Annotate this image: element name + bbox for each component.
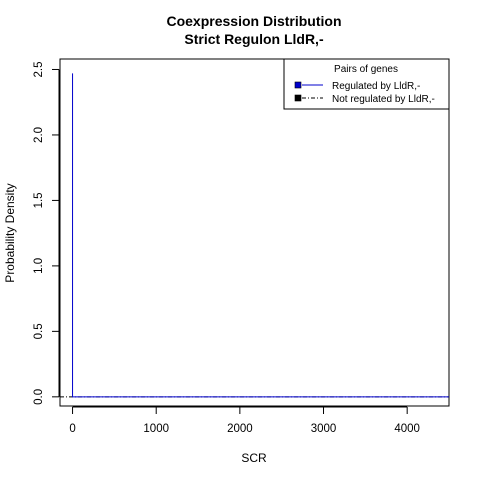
y-tick-label: 2.5 xyxy=(33,61,45,77)
x-tick-label: 0 xyxy=(69,423,75,435)
y-axis: 0.0 0.5 1.0 1.5 2.0 2.5 xyxy=(33,61,60,405)
legend-swatch-regulated xyxy=(294,81,302,89)
y-tick-label: 1.5 xyxy=(33,192,45,208)
chart-title-line-2: Strict Regulon LldR,- xyxy=(184,31,324,47)
y-tick-label: 2.0 xyxy=(33,127,45,143)
plot-frame xyxy=(59,58,450,407)
x-tick-label: 3000 xyxy=(311,423,337,435)
x-tick-label: 2000 xyxy=(227,423,253,435)
series-line-regulated xyxy=(72,73,449,398)
legend-title: Pairs of genes xyxy=(334,64,398,75)
y-tick-label: 0.5 xyxy=(33,323,45,339)
y-tick-label: 0.0 xyxy=(33,389,45,405)
legend-swatch-not-regulated xyxy=(294,94,302,102)
y-tick-label: 1.0 xyxy=(33,258,45,274)
legend-box xyxy=(283,58,450,110)
chart-title-line-1: Coexpression Distribution xyxy=(166,13,341,29)
legend: Pairs of genes Regulated by LldR,- Not r… xyxy=(283,58,450,110)
plot-area xyxy=(59,58,450,407)
x-axis-label: SCR xyxy=(241,451,267,465)
legend-label-not-regulated: Not regulated by LldR,- xyxy=(332,94,435,105)
legend-label-regulated: Regulated by LldR,- xyxy=(332,81,420,92)
series-layer xyxy=(60,73,449,398)
x-tick-label: 1000 xyxy=(143,423,169,435)
x-axis: 0 1000 2000 3000 4000 xyxy=(69,406,420,435)
x-tick-label: 4000 xyxy=(394,423,420,435)
y-axis-label: Probability Density xyxy=(3,183,17,282)
